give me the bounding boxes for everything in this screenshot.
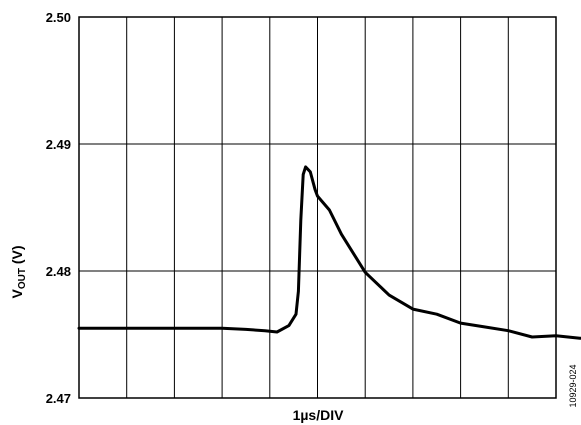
- y-tick-label: 2.47: [46, 391, 71, 406]
- y-tick-labels: 2.50 2.49 2.48 2.47: [46, 10, 71, 406]
- y-axis-label-unit: (V): [9, 245, 25, 268]
- y-tick-label: 2.50: [46, 10, 71, 25]
- y-axis-label-subscript: OUT: [17, 268, 28, 289]
- y-tick-label: 2.49: [46, 137, 71, 152]
- figure-id: 10929-024: [568, 364, 578, 407]
- grid: [79, 17, 556, 398]
- y-axis-label: VOUT (V): [9, 245, 28, 298]
- y-axis-label-v: V: [9, 289, 25, 299]
- y-tick-label: 2.48: [46, 264, 71, 279]
- series-line: [77, 165, 581, 340]
- plot-frame: [78, 16, 557, 399]
- x-axis-label: 1µs/DIV: [293, 407, 345, 423]
